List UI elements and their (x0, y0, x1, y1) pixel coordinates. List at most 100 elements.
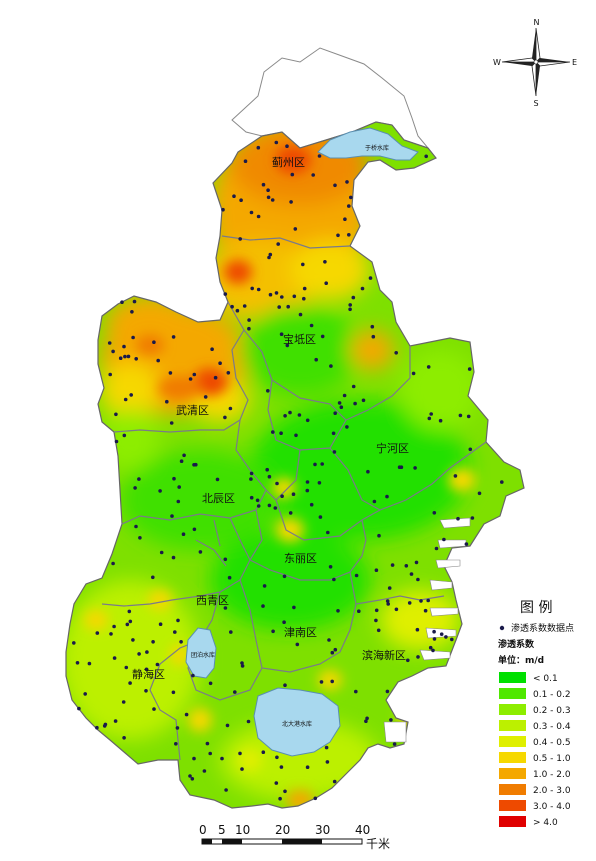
data-point (285, 144, 289, 148)
legend-point-symbol (499, 625, 505, 631)
data-point (267, 255, 271, 260)
data-point (311, 173, 316, 177)
legend-class-label: 1.0 - 2.0 (533, 770, 571, 780)
data-point (295, 642, 300, 647)
data-point (406, 658, 410, 663)
data-point (343, 217, 347, 221)
data-point (223, 415, 227, 420)
district-label-jinghai: 静海区 (132, 667, 165, 681)
data-point (123, 397, 128, 402)
data-point (328, 565, 333, 569)
scale-tick-30: 30 (315, 823, 330, 837)
data-point (215, 477, 220, 482)
data-point (77, 706, 81, 711)
data-point (112, 624, 116, 629)
data-point (176, 499, 181, 504)
tuanbo-reservoir (185, 627, 217, 679)
data-point (75, 661, 80, 665)
data-point (305, 765, 310, 769)
scale-tick-0: 0 (199, 823, 207, 837)
data-point (399, 465, 404, 470)
data-point (385, 689, 390, 694)
data-point (305, 488, 310, 493)
data-point (339, 405, 344, 410)
data-point (283, 414, 287, 418)
data-point (128, 681, 132, 685)
data-point (158, 489, 162, 493)
data-point (323, 260, 327, 264)
data-point (249, 477, 253, 481)
data-point (280, 494, 284, 499)
data-point (275, 481, 279, 486)
compass-east: E (572, 58, 577, 67)
data-point (364, 719, 368, 723)
data-point (268, 252, 273, 257)
data-point (111, 349, 115, 354)
data-point (333, 411, 338, 416)
data-point (336, 609, 340, 613)
data-point (329, 364, 333, 368)
data-point (318, 515, 323, 519)
scale-tick-20: 20 (275, 823, 290, 837)
data-point (394, 351, 399, 355)
data-point (386, 602, 391, 606)
data-point (223, 292, 228, 296)
data-point (168, 371, 173, 375)
data-point (87, 661, 92, 666)
data-point (385, 599, 390, 603)
scale-tick-5: 5 (218, 823, 226, 837)
data-point (202, 769, 207, 773)
data-point (332, 779, 337, 784)
legend-class-label: 3.0 - 4.0 (533, 802, 571, 812)
data-point (192, 527, 197, 532)
data-point (175, 726, 180, 730)
data-point (256, 287, 261, 292)
data-point (453, 474, 458, 478)
data-point (313, 796, 318, 801)
data-point (159, 550, 164, 555)
data-point (337, 401, 342, 405)
data-point (419, 599, 423, 603)
district-label-jinnan: 津南区 (284, 626, 317, 639)
district-label-beichen: 北辰区 (202, 492, 235, 505)
data-point (477, 491, 482, 496)
legend-class-label: 0.2 - 0.3 (533, 706, 571, 716)
data-point (151, 575, 155, 580)
data-point (353, 401, 357, 406)
data-point (95, 725, 99, 730)
beidagang-reservoir (253, 687, 341, 757)
legend-class-label: 2.0 - 3.0 (533, 786, 571, 796)
data-point (320, 334, 325, 339)
data-point (173, 630, 177, 634)
district-label-ninghe: 宁河区 (376, 441, 409, 455)
data-point (179, 640, 183, 644)
data-point (126, 354, 131, 359)
data-point (286, 304, 291, 309)
data-point (256, 504, 261, 508)
data-point (309, 323, 314, 328)
data-point (294, 433, 298, 438)
data-point (127, 609, 132, 614)
data-point (275, 755, 279, 760)
data-point (256, 214, 261, 219)
data-point (450, 637, 454, 642)
legend-unit-label: 单位：m/d (498, 654, 544, 666)
data-point (190, 777, 195, 781)
data-point (291, 492, 296, 497)
data-point (261, 182, 266, 187)
data-point (357, 609, 361, 613)
data-point (348, 307, 352, 312)
legend-swatch (499, 752, 526, 763)
data-point (392, 742, 397, 746)
data-point (114, 412, 118, 417)
data-point (320, 462, 325, 466)
data-point (317, 154, 322, 158)
data-point (108, 372, 112, 377)
legend-class-label: 0.3 - 0.4 (533, 722, 571, 732)
data-point (114, 439, 119, 444)
data-point (83, 692, 87, 696)
data-point (434, 546, 439, 551)
district-labels: 蓟州区 宝坻区 武清区 宁河区 北辰区 东丽区 西青区 津南区 滨海新区 静海区 (132, 156, 409, 681)
data-point (102, 724, 107, 728)
